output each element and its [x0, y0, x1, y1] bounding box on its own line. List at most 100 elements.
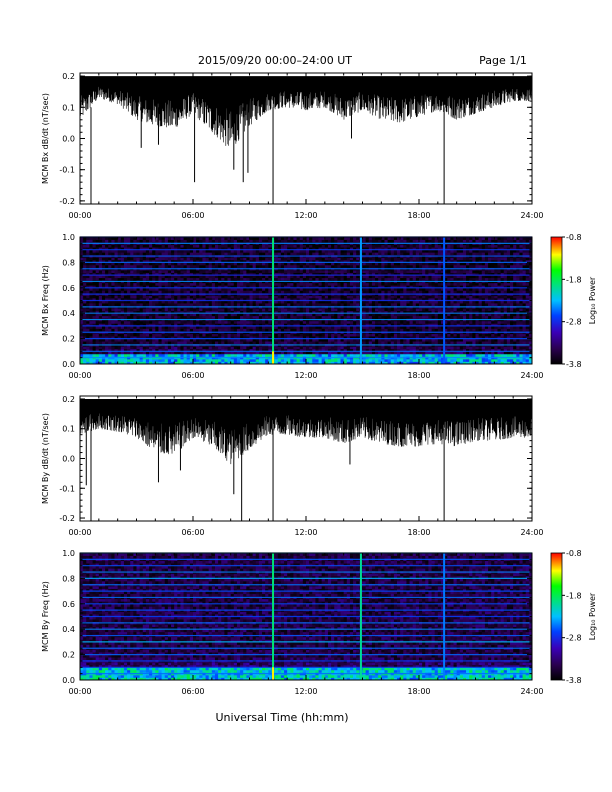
- spectrogram-cell: [208, 310, 213, 314]
- spectrogram-cell: [265, 259, 269, 263]
- spectrogram-cell: [199, 300, 203, 304]
- spectrogram-cell: [258, 262, 263, 266]
- spectrogram-cell: [101, 270, 106, 273]
- spectrogram-cell: [196, 315, 200, 319]
- spectrogram-cell: [255, 361, 260, 365]
- spectrogram-cell: [142, 313, 147, 317]
- spectrogram-cell: [318, 277, 323, 281]
- spectrogram-cell: [375, 313, 379, 317]
- spectrogram-cell: [95, 257, 100, 261]
- spectrogram-cell: [208, 264, 213, 268]
- spectrogram-cell: [199, 310, 203, 314]
- spectrogram-cell: [145, 361, 150, 365]
- spectrogram-cell: [312, 351, 316, 355]
- spectrogram-cell: [324, 297, 329, 301]
- spectrogram-cell: [111, 239, 115, 243]
- spectrogram-cell: [290, 328, 294, 332]
- spectrogram-cell: [290, 295, 294, 299]
- spectrogram-cell: [152, 252, 156, 256]
- spectrogram-cell: [287, 249, 291, 253]
- spectrogram-cell: [130, 328, 134, 332]
- spectrogram-cell: [309, 351, 313, 355]
- spectrogram-cell: [149, 348, 153, 352]
- spectrogram-cell: [378, 353, 382, 357]
- spectrogram-cell: [343, 262, 348, 266]
- spectrogram-cell: [158, 270, 163, 273]
- spectrogram-cell: [378, 239, 382, 243]
- spectrogram-cell: [287, 257, 291, 261]
- spectrogram-cell: [334, 336, 338, 339]
- spectrogram-cell: [375, 237, 379, 240]
- spectrogram-cell: [290, 275, 294, 279]
- spectrogram-cell: [196, 353, 200, 357]
- spectrogram-cell: [171, 290, 175, 294]
- spectrogram-cell: [130, 272, 134, 276]
- spectrogram-cell: [221, 297, 225, 301]
- spectrogram-cell: [375, 348, 379, 352]
- spectrogram-cell: [362, 287, 367, 291]
- spectrogram-cell: [221, 247, 225, 251]
- spectrogram-cell: [164, 358, 169, 362]
- spectrogram-cell: [202, 272, 206, 276]
- spectrogram-cell: [214, 308, 219, 312]
- spectrogram-cell: [167, 237, 172, 240]
- spectrogram-cell: [208, 287, 213, 291]
- spectrogram-cell: [306, 252, 310, 256]
- spectrogram-cell: [321, 239, 326, 243]
- spectrogram-cell: [280, 275, 285, 279]
- spectrogram-cell: [95, 237, 100, 240]
- spectrogram-cell: [252, 320, 257, 324]
- spectrogram-cell: [136, 272, 141, 276]
- spectrogram-cell: [233, 308, 238, 312]
- spectrogram-cell: [346, 287, 351, 291]
- spectrogram-cell: [381, 290, 385, 294]
- spectrogram-cell: [145, 315, 150, 319]
- spectrogram-cell: [302, 290, 307, 294]
- spectrogram-cell: [127, 310, 131, 314]
- spectrogram-cell: [117, 244, 122, 248]
- spectrogram-cell: [353, 275, 357, 279]
- spectrogram-cell: [142, 295, 147, 299]
- spectrogram-cell: [296, 275, 301, 279]
- spectrogram-cell: [371, 252, 376, 256]
- spectrogram-cell: [196, 336, 200, 339]
- spectrogram-cell: [302, 275, 307, 279]
- spectrogram-cell: [299, 262, 304, 266]
- spectrogram-cell: [177, 320, 181, 324]
- spectrogram-cell: [290, 315, 294, 319]
- spectrogram-cell: [193, 346, 197, 350]
- spectrogram-cell: [246, 270, 250, 273]
- spectrogram-cell: [353, 244, 357, 248]
- spectrogram-cell: [95, 323, 100, 327]
- spectrogram-cell: [145, 338, 150, 342]
- spectrogram-cell: [381, 320, 385, 324]
- spectrogram-cell: [183, 237, 188, 240]
- spectrogram-cell: [378, 328, 382, 332]
- spectrogram-cell: [368, 300, 373, 304]
- spectrogram-cell: [211, 297, 216, 301]
- spectrogram-cell: [287, 338, 291, 342]
- spectrogram-cell: [139, 252, 144, 256]
- spectrogram-cell: [174, 259, 178, 263]
- spectrogram-cell: [193, 338, 197, 342]
- spectrogram-cell: [80, 336, 84, 339]
- spectrogram-cell: [123, 259, 128, 263]
- spectrogram-cell: [142, 323, 147, 327]
- spectrogram-cell: [381, 341, 385, 345]
- spectrogram-cell: [343, 270, 348, 273]
- spectrogram-cell: [265, 247, 269, 251]
- spectrogram-cell: [186, 239, 191, 243]
- spectrogram-cell: [346, 336, 351, 339]
- spectrogram-cell: [324, 259, 329, 263]
- spectrogram-cell: [177, 336, 181, 339]
- spectrogram-cell: [101, 257, 106, 261]
- spectrogram-cell: [299, 308, 304, 312]
- spectrogram-cell: [233, 257, 238, 261]
- spectrogram-cell: [236, 272, 241, 276]
- spectrogram-cell: [230, 313, 235, 317]
- spectrogram-cell: [193, 308, 197, 312]
- spectrogram-cell: [365, 239, 370, 243]
- spectrogram-cell: [280, 257, 285, 261]
- spectrogram-cell: [105, 285, 109, 289]
- spectrogram-cell: [189, 239, 194, 243]
